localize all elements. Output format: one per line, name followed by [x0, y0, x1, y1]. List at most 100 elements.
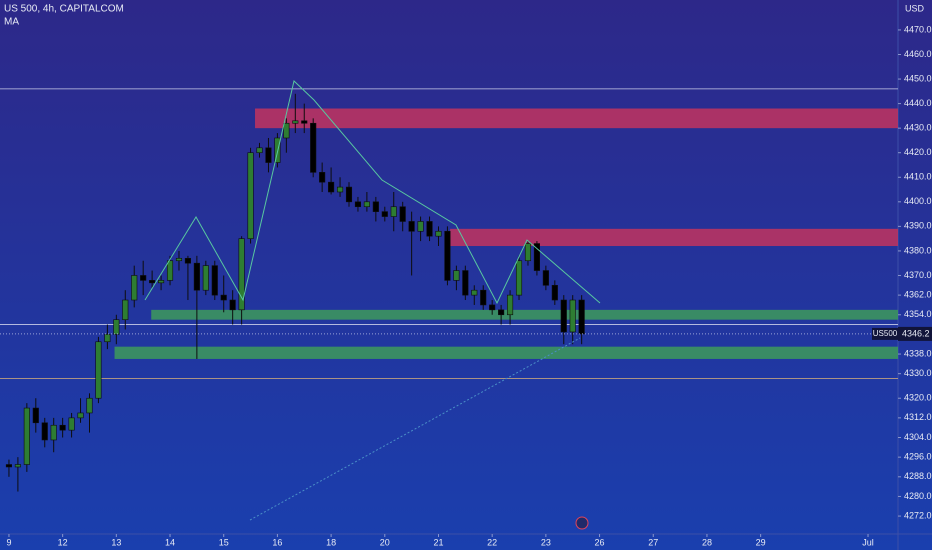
y-tick-label: 4450.0	[904, 73, 932, 83]
candle-body	[551, 284, 558, 301]
candle-body	[95, 341, 102, 399]
candle-body	[265, 147, 272, 163]
zone	[255, 108, 899, 129]
last-price-label: 4346.2	[902, 328, 930, 338]
candle-body	[435, 230, 442, 237]
candle-body	[59, 424, 66, 431]
candle-body	[480, 289, 487, 306]
candle-body	[524, 243, 532, 262]
candle-body	[533, 243, 540, 271]
zone	[151, 309, 899, 320]
candle-body	[86, 397, 93, 414]
candle-body	[408, 221, 415, 232]
x-tick-label: 26	[595, 537, 605, 547]
candle-body	[444, 230, 451, 281]
y-tick-label: 4296.0	[904, 452, 932, 462]
y-tick-label: 4390.0	[904, 221, 932, 231]
x-tick-label: 21	[433, 537, 443, 547]
candle-body	[175, 257, 183, 262]
y-tick-label: 4420.0	[904, 147, 932, 157]
candle-body	[507, 294, 514, 316]
x-tick-label: 9	[6, 537, 11, 547]
candle-body	[569, 299, 576, 333]
x-tick-label: 12	[58, 537, 68, 547]
candle-body	[149, 280, 156, 284]
candle-body	[292, 120, 299, 124]
symbol-tag	[872, 327, 898, 340]
candle-body	[560, 299, 567, 333]
candle-body	[238, 238, 245, 311]
candle-body	[328, 181, 335, 193]
candle-body	[256, 147, 263, 154]
x-tick-label: 28	[702, 537, 712, 547]
y-tick-label: 4272.0	[904, 510, 932, 520]
candle-body	[390, 206, 397, 217]
candle-body	[50, 424, 57, 441]
symbol-label: US500	[873, 329, 898, 338]
zone	[450, 228, 898, 247]
x-tick-label: 18	[326, 537, 336, 547]
y-tick-label: 4440.0	[904, 98, 932, 108]
candle-body	[489, 304, 496, 311]
x-tick-label: Jul	[862, 537, 874, 547]
x-tick-label: 15	[219, 537, 229, 547]
candle-body	[220, 294, 227, 301]
zigzag-drawing	[144, 80, 601, 305]
y-tick-label: 4400.0	[904, 196, 932, 206]
candle-body	[336, 186, 344, 193]
zone	[114, 346, 899, 359]
candle-body	[158, 280, 165, 284]
y-tick-label: 4370.0	[904, 270, 932, 280]
candle-body	[113, 319, 120, 335]
y-tick-label: 4280.0	[904, 491, 932, 501]
candle-body	[166, 260, 174, 281]
candle-body	[32, 407, 39, 424]
candle-body	[381, 211, 388, 217]
candle-body	[372, 201, 379, 212]
candle-body	[122, 299, 129, 320]
trend-drawing	[249, 337, 581, 521]
y-tick-label: 4380.0	[904, 245, 932, 255]
candle-body	[140, 275, 147, 281]
candle-body	[453, 270, 460, 281]
candle-body	[41, 422, 48, 441]
x-tick-label: 22	[487, 537, 497, 547]
candle-body	[77, 412, 84, 419]
candle-body	[247, 152, 254, 239]
candle-body	[363, 201, 370, 208]
candle-body	[211, 265, 218, 296]
x-tick-label: 16	[272, 537, 282, 547]
y-tick-label: 4312.0	[904, 412, 932, 422]
x-tick-label: 23	[541, 537, 551, 547]
y-tick-label: 4288.0	[904, 471, 932, 481]
y-tick-label: 4470.0	[904, 24, 932, 34]
y-tick-label: 4362.0	[904, 289, 932, 299]
candle-body	[354, 201, 361, 208]
candle-body	[578, 299, 585, 335]
indicator-label: MA	[4, 17, 19, 28]
candle-body	[319, 172, 326, 183]
candle-body	[68, 417, 75, 431]
candle-body	[229, 299, 236, 311]
candle-body	[399, 206, 406, 222]
candle-body	[184, 257, 191, 264]
y-tick-label: 4330.0	[904, 368, 932, 378]
candle-body	[417, 221, 424, 232]
candle-body	[471, 289, 478, 296]
y-tick-label: 4320.0	[904, 393, 932, 403]
event-icon[interactable]	[575, 516, 589, 530]
candle-body	[283, 122, 290, 139]
last-price-tag	[898, 326, 932, 341]
x-tick-label: 13	[111, 537, 121, 547]
y-tick-label: 4338.0	[904, 348, 932, 358]
y-tick-label: 4430.0	[904, 123, 932, 133]
candle-body	[301, 120, 308, 124]
x-tick-label: 14	[165, 537, 175, 547]
candle-body	[23, 407, 30, 465]
candle-body	[193, 262, 200, 291]
plot	[0, 88, 899, 492]
x-tick-label: 27	[648, 537, 658, 547]
candle-body	[462, 270, 469, 296]
